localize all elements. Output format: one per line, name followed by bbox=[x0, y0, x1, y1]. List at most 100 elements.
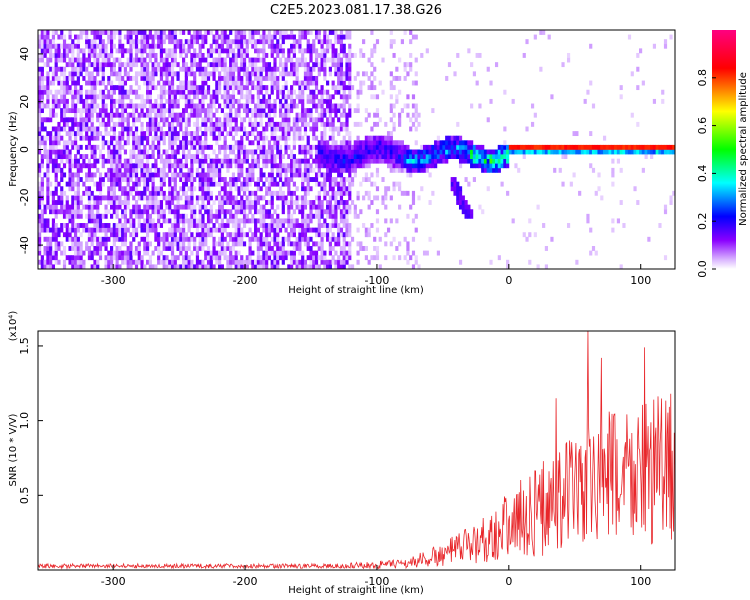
spectrogram-cell bbox=[184, 163, 188, 169]
spectrogram-cell bbox=[666, 149, 670, 155]
spectrogram-cell bbox=[265, 241, 269, 247]
spectrogram-cell bbox=[348, 140, 352, 146]
spectrogram-cell bbox=[134, 117, 139, 123]
spectrogram-cell bbox=[148, 57, 152, 63]
spectrogram-cell bbox=[273, 209, 277, 215]
spectrogram-cell bbox=[339, 39, 344, 45]
spectrogram-cell bbox=[314, 177, 319, 182]
spectrogram-cell bbox=[157, 241, 161, 247]
spectrogram-cell bbox=[96, 94, 100, 100]
spectrogram-cell bbox=[314, 75, 319, 81]
spectrogram-cell bbox=[118, 135, 122, 141]
spectrogram-cell bbox=[206, 255, 211, 261]
spectrogram-cell bbox=[162, 66, 166, 72]
spectrogram-cell bbox=[162, 39, 166, 45]
spectrogram-cell bbox=[206, 163, 211, 169]
spectrogram-cell bbox=[212, 121, 216, 127]
spectrogram-cell bbox=[273, 34, 277, 40]
spectrogram-cell bbox=[384, 190, 388, 196]
spectrogram-cell bbox=[326, 236, 330, 242]
spectrogram-cell bbox=[273, 57, 277, 63]
spectrogram-cell bbox=[71, 172, 75, 178]
spectrogram-cell bbox=[364, 135, 368, 141]
spectrogram-cell bbox=[74, 140, 78, 146]
spectrogram-cell bbox=[151, 190, 155, 196]
spectrogram-cell bbox=[146, 250, 150, 256]
spectrogram-cell bbox=[278, 172, 283, 178]
spectrogram-cell bbox=[273, 121, 277, 127]
spectrogram-cell bbox=[345, 62, 349, 68]
spectrogram-cell bbox=[334, 140, 338, 146]
spectrogram-cell bbox=[54, 66, 58, 72]
spectrogram-cell bbox=[414, 126, 418, 132]
spectrogram-cell bbox=[254, 85, 258, 91]
spectrogram-cell bbox=[262, 126, 266, 132]
spectrogram-cell bbox=[146, 181, 150, 187]
spectrogram-cell bbox=[187, 172, 191, 178]
spectrogram-cell bbox=[198, 204, 202, 210]
spectrogram-cell bbox=[151, 250, 155, 256]
spectrogram-cell bbox=[218, 209, 222, 215]
spectrogram-cell bbox=[121, 236, 125, 242]
spectrogram-cell bbox=[350, 85, 355, 91]
spectrogram-cell bbox=[112, 264, 116, 269]
spectrogram-cell bbox=[240, 209, 244, 215]
spectrogram-cell bbox=[226, 66, 230, 72]
spectrogram-cell bbox=[54, 98, 58, 104]
spectrogram-cell bbox=[176, 112, 180, 118]
spectrogram-cell bbox=[198, 259, 202, 265]
spectrogram-cell bbox=[348, 103, 352, 109]
spectrogram-cell bbox=[132, 236, 136, 242]
spectrogram-cell bbox=[107, 200, 111, 205]
spectrogram-cell bbox=[137, 135, 141, 141]
spectrogram-cell bbox=[118, 57, 122, 63]
spectrogram-cell bbox=[96, 66, 100, 72]
spectrogram-cell bbox=[326, 140, 330, 146]
spectrogram-cell bbox=[278, 144, 283, 150]
spectrogram-cell bbox=[132, 163, 136, 169]
spectrogram-cell bbox=[403, 62, 407, 68]
spectrogram-cell bbox=[292, 103, 296, 109]
spectrogram-cell bbox=[254, 121, 258, 127]
spectrogram-cell bbox=[331, 232, 335, 238]
spectrogram-cell bbox=[345, 30, 349, 35]
spectrogram-cell bbox=[309, 227, 313, 233]
spectrogram-cell bbox=[146, 236, 150, 242]
spectrogram-cell bbox=[112, 223, 116, 228]
spectrogram-cell bbox=[334, 39, 338, 45]
spectrogram-cell bbox=[602, 149, 607, 155]
spectrogram-cell bbox=[71, 223, 75, 228]
spectrogram-cell bbox=[212, 163, 216, 169]
spectrogram-cell bbox=[98, 200, 103, 205]
spectrogram-cell bbox=[165, 117, 169, 123]
spectrogram-cell bbox=[168, 232, 172, 238]
spectrogram-cell bbox=[323, 30, 327, 35]
spectrogram-cell bbox=[237, 227, 241, 233]
spectrogram-cell bbox=[370, 154, 374, 159]
spectrogram-cell bbox=[331, 190, 335, 196]
spectrogram-cell bbox=[256, 57, 260, 63]
spectrogram-cell bbox=[375, 227, 380, 233]
spectrogram-cell bbox=[51, 218, 56, 224]
spectrogram-cell bbox=[547, 34, 551, 40]
spectrogram-cell bbox=[262, 39, 266, 45]
spectrogram-cell bbox=[40, 218, 44, 224]
spectrogram-cell bbox=[195, 223, 200, 228]
spectrogram-cell bbox=[281, 250, 285, 256]
spectrogram-cell bbox=[170, 103, 175, 109]
spectrogram-cell bbox=[195, 117, 200, 123]
spectrogram-cell bbox=[384, 154, 388, 159]
spectrogram-cell bbox=[389, 218, 393, 224]
spectrogram-cell bbox=[267, 190, 272, 196]
spectrogram-cell bbox=[240, 66, 244, 72]
spectrogram-cell bbox=[389, 241, 393, 247]
spectrogram-cell bbox=[162, 121, 166, 127]
spectrogram-cell bbox=[134, 52, 139, 58]
spectrogram-cell bbox=[151, 140, 155, 146]
spectrogram-cell bbox=[328, 177, 332, 182]
spectrogram-cell bbox=[49, 204, 53, 210]
spectrogram-cell bbox=[661, 149, 665, 155]
spectrogram-cell bbox=[619, 167, 623, 173]
spectrogram-cell bbox=[259, 172, 263, 178]
spectrogram-cell bbox=[544, 149, 548, 155]
